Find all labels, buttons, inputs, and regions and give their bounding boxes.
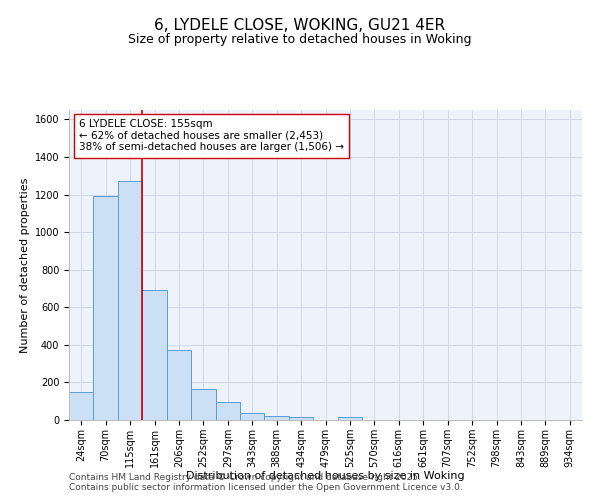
X-axis label: Distribution of detached houses by size in Woking: Distribution of detached houses by size … (186, 472, 465, 482)
Text: 6, LYDELE CLOSE, WOKING, GU21 4ER: 6, LYDELE CLOSE, WOKING, GU21 4ER (154, 18, 446, 32)
Text: Contains public sector information licensed under the Open Government Licence v3: Contains public sector information licen… (69, 482, 463, 492)
Y-axis label: Number of detached properties: Number of detached properties (20, 178, 31, 352)
Text: 6 LYDELE CLOSE: 155sqm
← 62% of detached houses are smaller (2,453)
38% of semi-: 6 LYDELE CLOSE: 155sqm ← 62% of detached… (79, 120, 344, 152)
Text: Size of property relative to detached houses in Woking: Size of property relative to detached ho… (128, 32, 472, 46)
Bar (118, 182, 142, 420)
Bar (167, 350, 191, 420)
Bar (94, 196, 118, 420)
Bar (142, 290, 167, 420)
Bar (215, 402, 240, 420)
Bar (69, 392, 94, 420)
Bar (289, 417, 313, 420)
Bar (191, 389, 215, 420)
Bar (240, 414, 265, 420)
Text: Contains HM Land Registry data © Crown copyright and database right 2025.: Contains HM Land Registry data © Crown c… (69, 472, 421, 482)
Bar (265, 416, 289, 420)
Bar (338, 417, 362, 420)
